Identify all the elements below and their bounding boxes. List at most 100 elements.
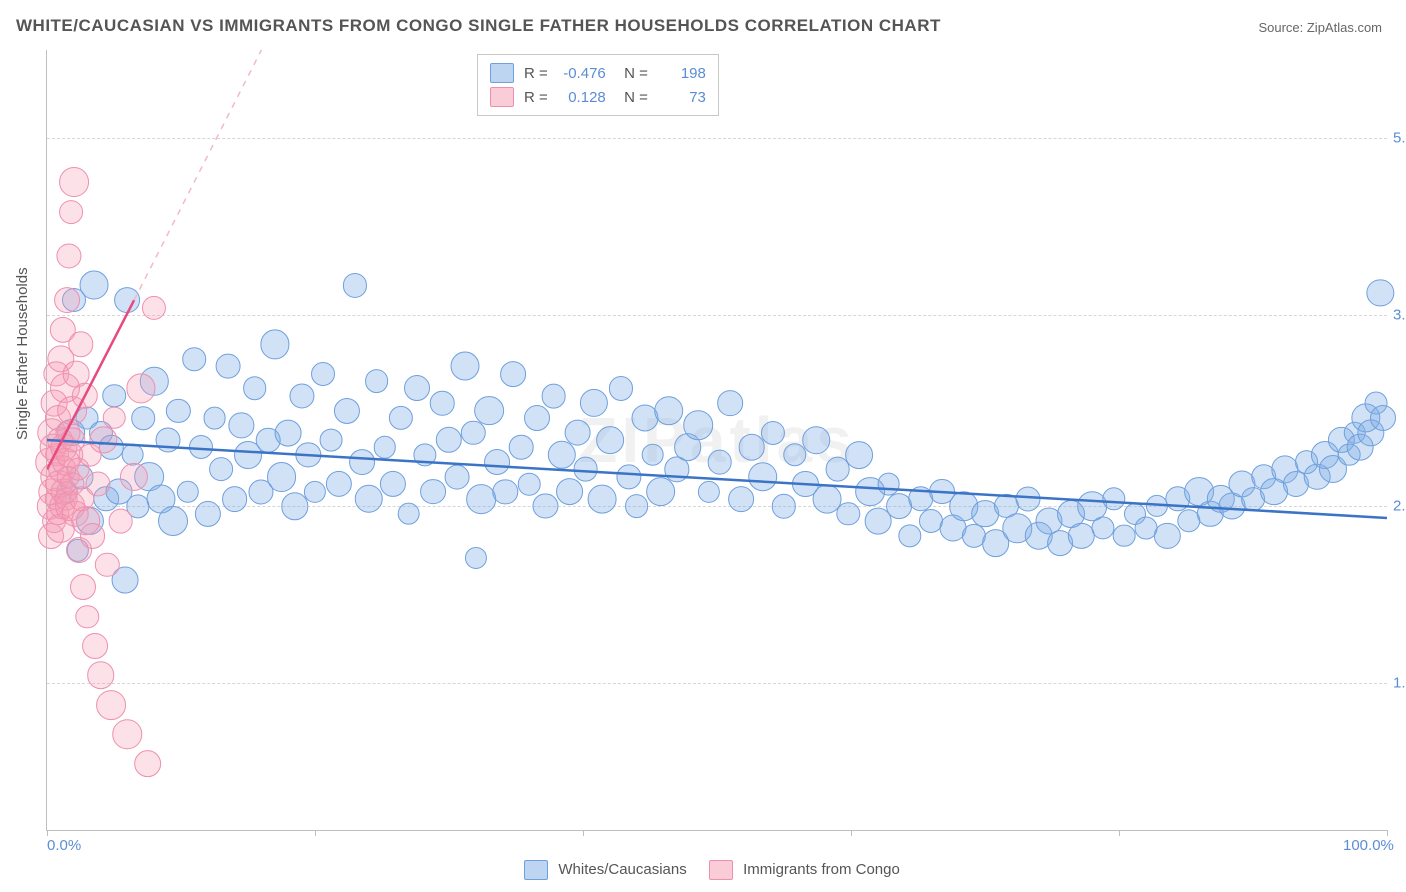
data-point: [556, 478, 584, 506]
data-point: [114, 287, 140, 313]
data-point: [641, 443, 664, 466]
stat-r-label: R =: [524, 65, 548, 82]
data-point: [420, 479, 446, 505]
stats-row-blue: R = -0.476 N = 198: [490, 61, 706, 85]
data-point: [474, 396, 504, 426]
data-point: [524, 405, 550, 431]
data-point: [215, 354, 240, 379]
x-tick-label: 0.0%: [47, 837, 81, 854]
stat-r-pink: 0.128: [558, 89, 606, 106]
data-point: [683, 410, 713, 440]
data-point: [103, 407, 126, 430]
data-point: [761, 421, 785, 445]
data-point: [802, 426, 830, 454]
data-point: [436, 427, 462, 453]
data-point: [189, 435, 213, 459]
stat-r-label: R =: [524, 89, 548, 106]
stats-legend-box: R = -0.476 N = 198 R = 0.128 N = 73: [477, 54, 719, 116]
data-point: [404, 376, 430, 402]
data-point: [68, 332, 93, 357]
data-point: [707, 450, 732, 475]
data-point: [142, 295, 166, 319]
data-point: [209, 458, 233, 482]
data-point: [587, 484, 616, 513]
data-point: [518, 473, 541, 496]
data-point: [296, 442, 321, 467]
data-point: [573, 457, 598, 482]
data-point: [334, 398, 360, 424]
data-point: [451, 352, 480, 381]
data-point: [166, 398, 190, 422]
data-point: [877, 473, 900, 496]
data-point: [445, 464, 470, 489]
data-point: [96, 690, 126, 720]
data-point: [500, 361, 526, 387]
y-tick-label: 1.3%: [1393, 674, 1406, 691]
y-tick-label: 2.5%: [1393, 498, 1406, 515]
x-tick-label: 100.0%: [1343, 837, 1394, 854]
data-point: [466, 484, 496, 514]
legend-swatch-pink: [709, 860, 733, 880]
gridline: [47, 138, 1387, 139]
data-point: [229, 413, 254, 438]
data-point: [195, 500, 221, 526]
data-point: [320, 429, 343, 452]
data-point: [158, 506, 188, 536]
data-point: [1370, 405, 1396, 431]
data-point: [87, 662, 115, 690]
data-point: [698, 480, 720, 502]
data-point: [1113, 524, 1136, 547]
data-point: [465, 547, 487, 569]
data-point: [126, 374, 155, 403]
data-point: [625, 494, 649, 518]
data-point: [845, 441, 873, 469]
data-point: [57, 243, 82, 268]
legend-swatch-blue: [524, 860, 548, 880]
data-point: [898, 524, 921, 547]
data-point: [397, 502, 420, 525]
data-point: [155, 428, 180, 453]
data-point: [183, 347, 207, 371]
data-point: [354, 485, 383, 514]
data-point: [59, 200, 83, 224]
data-point: [79, 271, 108, 300]
stat-r-blue: -0.476: [558, 65, 606, 82]
data-point: [1154, 522, 1180, 548]
data-point: [71, 383, 97, 409]
data-point: [343, 273, 367, 297]
data-point: [837, 502, 860, 525]
data-point: [541, 383, 566, 408]
data-point: [134, 750, 162, 778]
x-tick: [315, 830, 316, 836]
x-tick: [583, 830, 584, 836]
data-point: [108, 509, 133, 534]
scatter-chart: ZIPatlas R = -0.476 N = 198 R = 0.128 N …: [46, 50, 1387, 831]
data-point: [113, 720, 143, 750]
data-point: [222, 486, 248, 512]
data-point: [430, 391, 454, 415]
data-point: [80, 523, 106, 549]
data-point: [608, 376, 632, 400]
data-point: [289, 383, 314, 408]
stat-n-blue: 198: [658, 65, 706, 82]
data-point: [59, 167, 89, 197]
swatch-blue: [490, 63, 514, 83]
data-point: [718, 390, 744, 416]
y-axis-label: Single Father Households: [14, 267, 31, 440]
x-tick: [851, 830, 852, 836]
data-point: [380, 471, 406, 497]
data-point: [1091, 517, 1114, 540]
data-point: [1367, 279, 1394, 306]
data-point: [580, 389, 608, 417]
data-point: [654, 396, 684, 426]
data-point: [75, 605, 98, 628]
x-tick: [47, 830, 48, 836]
data-point: [509, 435, 534, 460]
data-point: [275, 419, 302, 446]
data-point: [176, 480, 198, 502]
data-point: [203, 406, 226, 429]
data-point: [132, 406, 156, 430]
data-point: [564, 419, 591, 446]
data-point: [493, 479, 518, 504]
data-point: [326, 471, 352, 497]
